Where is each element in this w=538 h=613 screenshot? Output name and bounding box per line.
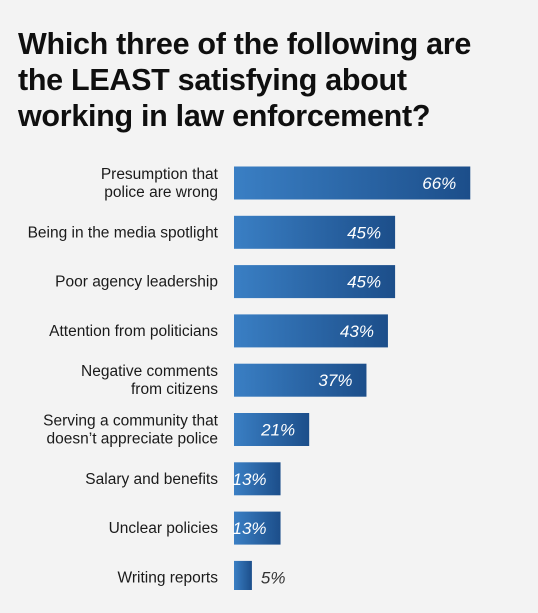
category-label: Unclear policies xyxy=(109,520,219,537)
value-label: 43% xyxy=(340,322,374,341)
value-label: 13% xyxy=(233,519,267,538)
category-label: Poor agency leadership xyxy=(55,274,218,291)
category-label: Writing reports xyxy=(118,569,219,586)
bar xyxy=(234,166,471,200)
bar xyxy=(234,215,396,249)
category-label: Being in the media spotlight xyxy=(28,224,219,241)
category-label: from citizens xyxy=(131,381,218,398)
bar xyxy=(234,511,281,545)
category-label: Serving a community that xyxy=(43,413,219,430)
category-label: police are wrong xyxy=(104,184,218,201)
value-label: 5% xyxy=(261,568,286,587)
value-label: 21% xyxy=(260,421,295,440)
category-label: Salary and benefits xyxy=(85,471,218,488)
bar xyxy=(234,314,388,348)
value-label: 45% xyxy=(347,223,381,242)
bar xyxy=(234,413,310,446)
category-label: Attention from politicians xyxy=(49,323,218,340)
bar xyxy=(234,462,281,496)
bar xyxy=(234,265,396,299)
value-label: 45% xyxy=(347,273,381,292)
value-label: 37% xyxy=(318,371,352,390)
category-label: Negative comments xyxy=(81,363,218,380)
bar xyxy=(234,560,252,590)
value-label: 13% xyxy=(233,470,267,489)
category-label: doesn’t appreciate police xyxy=(47,431,218,448)
category-label: Presumption that xyxy=(101,166,219,183)
chart-title: Which three of the following are the LEA… xyxy=(18,27,471,133)
value-label: 66% xyxy=(422,174,456,193)
bar xyxy=(234,363,367,397)
